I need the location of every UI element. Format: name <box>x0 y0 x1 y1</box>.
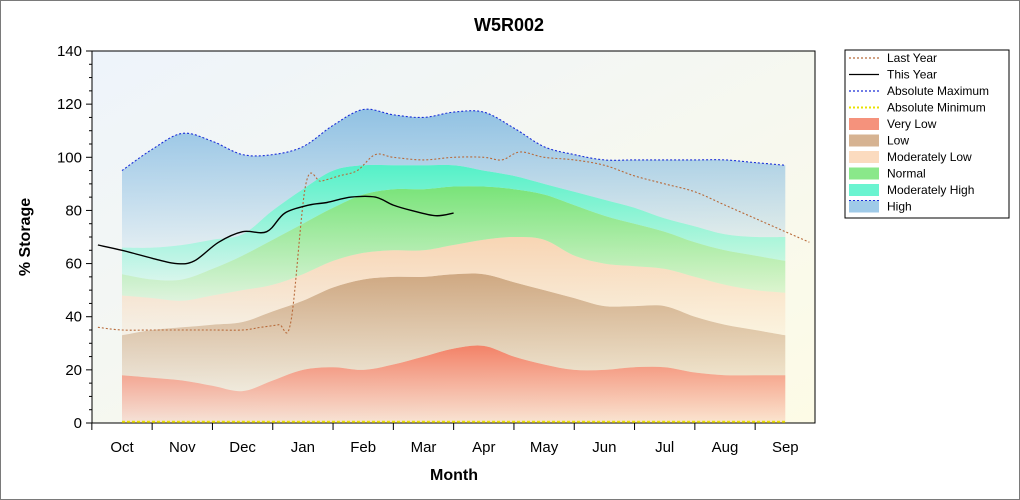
y-axis-label: % Storage <box>17 198 34 276</box>
x-tick-label: Nov <box>169 439 196 456</box>
y-tick-label: 60 <box>65 256 82 273</box>
legend-label-this-year: This Year <box>887 68 937 82</box>
x-tick-label: Feb <box>350 439 376 456</box>
y-tick-label: 0 <box>74 415 82 432</box>
y-tick-label: 40 <box>65 309 82 326</box>
x-axis-label: Month <box>430 467 478 484</box>
y-tick-label: 140 <box>57 43 82 60</box>
legend-label-normal: Normal <box>887 167 926 181</box>
series-last-year <box>97 151 810 334</box>
x-tick-label: Jul <box>655 439 674 456</box>
axes-layer: 0 20 40 60 80 100 120 140 Oct Nov Dec Jan Feb Mar Apr M… <box>57 43 799 456</box>
legend-label-low: Low <box>887 134 909 148</box>
legend-label-very-low: Very Low <box>887 117 937 131</box>
legend-label-moderately-high: Moderately High <box>887 183 974 197</box>
legend-swatch-high <box>849 200 879 213</box>
x-tick-label: Jan <box>291 439 315 456</box>
legend-label-high: High <box>887 200 912 214</box>
legend-label-last-year: Last Year <box>887 51 937 65</box>
x-tick-label: Mar <box>411 439 437 456</box>
y-tick-label: 20 <box>65 362 82 379</box>
band-low <box>122 273 786 392</box>
legend-swatch-moderately-low <box>849 151 879 163</box>
x-tick-label: Oct <box>110 439 134 456</box>
band-very-low <box>122 345 786 423</box>
x-tick-label: Apr <box>472 439 495 456</box>
x-tick-label: Dec <box>229 439 256 456</box>
band-moderately-high <box>122 164 786 281</box>
y-tick-label: 120 <box>57 96 82 113</box>
bands-layer <box>122 109 786 423</box>
y-tick-label: 80 <box>65 202 82 219</box>
band-normal <box>122 186 786 301</box>
legend-swatch-moderately-high <box>849 184 879 196</box>
legend-swatch-very-low <box>849 118 879 130</box>
x-tick-label: Sep <box>772 439 799 456</box>
series-absolute-maximum <box>121 108 786 172</box>
x-tick-label: Jun <box>592 439 616 456</box>
x-tick-label: May <box>530 439 559 456</box>
band-moderately-low <box>122 236 786 336</box>
legend: Last Year This Year Absolute Maximum Absolu… <box>844 49 1010 219</box>
chart-title: W5R002 <box>474 15 544 35</box>
legend-swatch-low <box>849 134 879 147</box>
legend-label-moderately-low: Moderately Low <box>887 150 972 164</box>
y-tick-label: 100 <box>57 149 82 166</box>
legend-label-absolute-maximum: Absolute Maximum <box>887 84 989 98</box>
lines-layer <box>97 108 810 423</box>
x-tick-label: Aug <box>712 439 739 456</box>
band-high <box>122 109 786 248</box>
legend-swatch-normal <box>849 167 879 180</box>
series-this-year <box>97 195 454 265</box>
legend-label-absolute-minimum: Absolute Minimum <box>887 101 986 115</box>
